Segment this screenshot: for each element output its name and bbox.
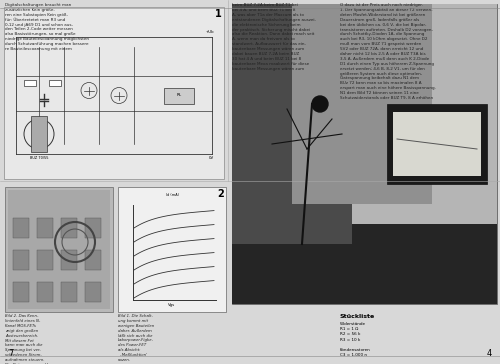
- Bar: [13, 282, 29, 302]
- Bar: [8, 190, 110, 309]
- Text: Digitalschaltungen braucht man
zusätzlichen Kein größe-
ren eine Substopien Kein: Digitalschaltungen braucht man zusätzlic…: [5, 3, 89, 51]
- Text: Bild 2. Das Kenn-
linienfeld eines N-
Kanal MOS-FETs
zeigt den großen
Austeuerbe: Bild 2. Das Kenn- linienfeld eines N- Ka…: [5, 314, 52, 364]
- Bar: [31, 116, 47, 152]
- Bar: [24, 79, 36, 86]
- Bar: [118, 187, 226, 312]
- Bar: [5, 187, 113, 312]
- Bar: [85, 282, 101, 302]
- Text: Bild 1. Die Schalt-
ung kommt mit
wenigen Bauteilen
daher. Außerdem
läßt sich au: Bild 1. Die Schalt- ung kommt mit wenige…: [118, 314, 154, 362]
- Bar: [37, 282, 53, 302]
- Bar: [37, 250, 53, 270]
- Text: Widerstände
R1 = 1 Ω
R2 = 56 k
R3 = 10 k

Kondensatoren
C3 = 1.000 n

Halbleiter: Widerstände R1 = 1 Ω R2 = 56 k R3 = 10 k…: [340, 322, 384, 364]
- Bar: [164, 87, 194, 103]
- Bar: [13, 250, 29, 270]
- Bar: [232, 4, 497, 244]
- Circle shape: [312, 96, 328, 112]
- Text: RL: RL: [176, 94, 182, 98]
- Bar: [61, 218, 77, 238]
- Bar: [61, 250, 77, 270]
- Bar: [232, 224, 497, 304]
- Bar: [4, 7, 224, 179]
- Bar: [37, 218, 53, 238]
- Text: 2: 2: [217, 189, 224, 199]
- Text: 0V: 0V: [209, 156, 214, 160]
- Text: 1: 1: [215, 9, 222, 19]
- Bar: [85, 218, 101, 238]
- Text: Stückliste: Stückliste: [340, 314, 375, 319]
- Bar: [13, 218, 29, 238]
- Text: O dazu ist der Preis auch noch niedriger.
1. Der Spannungsabfall an dieser T2 ve: O dazu ist der Preis auch noch niedriger…: [340, 3, 436, 100]
- Text: 7: 7: [8, 349, 14, 358]
- Text: +Ub: +Ub: [206, 30, 214, 34]
- Text: Id (mA): Id (mA): [166, 193, 178, 197]
- Text: Vgs: Vgs: [168, 303, 175, 307]
- Bar: [387, 104, 487, 184]
- Text: 4: 4: [487, 349, 492, 358]
- Text: BUZ 70/55: BUZ 70/55: [30, 156, 48, 160]
- Bar: [61, 282, 77, 302]
- Bar: [232, 4, 352, 244]
- Bar: [49, 79, 61, 86]
- Text: beim BUZ 7,2A beim BUZ T1 bei
bei 4 A, und beim BUZ T1 bei 8
A, was aber T1a der: beim BUZ 7,2A beim BUZ T1 bei bei 4 A, u…: [232, 3, 316, 71]
- Bar: [85, 250, 101, 270]
- Bar: [292, 4, 432, 204]
- Bar: [232, 4, 497, 304]
- Bar: [393, 112, 481, 176]
